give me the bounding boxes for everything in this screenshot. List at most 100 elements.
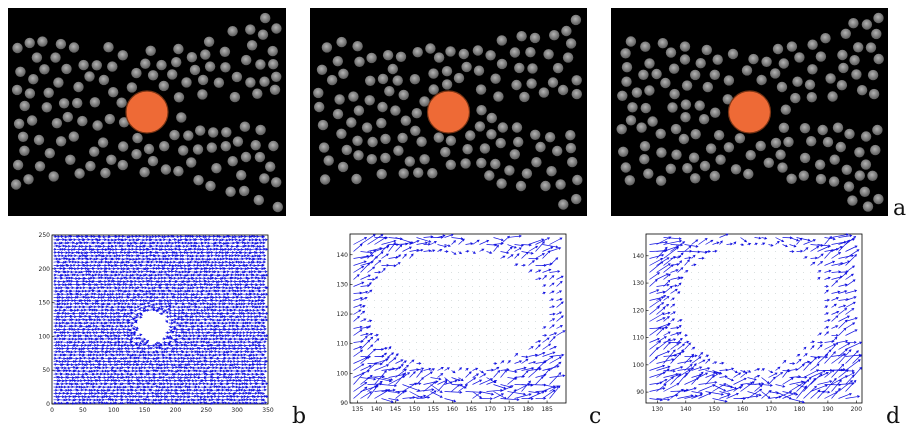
particle xyxy=(245,77,256,88)
particle xyxy=(428,84,439,95)
particle xyxy=(644,85,655,96)
particle xyxy=(390,105,401,116)
particle xyxy=(699,160,711,172)
particle xyxy=(861,19,873,30)
vector-plot-b: 0 50 100 150 200 250 300 350 0 50 100 150 200 250 xyxy=(20,230,280,416)
particle xyxy=(353,105,365,116)
particle xyxy=(513,136,524,148)
particle xyxy=(72,97,83,109)
particle xyxy=(694,100,705,111)
particle xyxy=(778,58,789,69)
particle xyxy=(158,80,169,92)
particle xyxy=(26,115,38,126)
particle xyxy=(870,144,881,156)
particle xyxy=(348,91,359,102)
particle xyxy=(519,91,530,103)
particle xyxy=(460,158,471,169)
particle xyxy=(843,181,855,192)
particle xyxy=(722,94,733,105)
particle xyxy=(827,91,838,102)
particle xyxy=(667,102,678,113)
particle xyxy=(669,88,680,100)
particle xyxy=(712,54,723,65)
particle xyxy=(398,168,409,179)
particle xyxy=(777,162,788,173)
particle xyxy=(538,87,550,98)
particle xyxy=(78,59,89,71)
particle xyxy=(807,64,818,75)
particle xyxy=(397,132,408,144)
particle xyxy=(511,122,523,133)
particle xyxy=(825,73,836,84)
particle xyxy=(332,108,344,120)
obstacle-disk xyxy=(125,90,169,134)
particle xyxy=(118,117,130,128)
particle xyxy=(490,158,501,170)
particle xyxy=(798,170,809,181)
y-tick-label: 120 xyxy=(337,311,349,318)
particle xyxy=(485,50,496,61)
particle xyxy=(741,65,753,76)
particle xyxy=(338,68,349,79)
particle xyxy=(268,140,279,152)
particle xyxy=(334,94,345,105)
x-tick-label: 300 xyxy=(231,407,243,414)
particle xyxy=(814,159,826,170)
snapshot-panel-2 xyxy=(310,8,587,216)
vector-field xyxy=(53,234,269,405)
particle xyxy=(98,74,110,86)
particle xyxy=(250,140,261,151)
particle xyxy=(527,63,538,74)
particle xyxy=(253,194,264,206)
particle xyxy=(365,75,376,87)
x-tick-label: 165 xyxy=(466,406,478,413)
particle xyxy=(354,56,365,67)
particle xyxy=(433,132,444,143)
y-tick-label: 120 xyxy=(633,307,645,314)
particle xyxy=(11,84,23,96)
particle xyxy=(252,88,263,99)
x-tick-label: 250 xyxy=(201,407,213,414)
particle xyxy=(236,170,247,181)
particle xyxy=(856,85,868,96)
particle xyxy=(486,129,497,140)
particle xyxy=(657,38,668,49)
particle xyxy=(313,87,324,99)
particle xyxy=(526,78,537,89)
particle xyxy=(410,125,421,136)
particle xyxy=(841,164,852,175)
particle xyxy=(269,84,281,96)
particle xyxy=(377,101,388,113)
particle xyxy=(189,64,201,76)
particle xyxy=(225,186,236,197)
particle xyxy=(854,170,865,181)
particle xyxy=(104,113,116,125)
particle xyxy=(171,57,182,68)
particle xyxy=(565,142,577,154)
particle xyxy=(571,75,582,86)
particle xyxy=(395,51,407,62)
particle xyxy=(690,129,701,140)
particle xyxy=(544,132,556,143)
y-tick-label: 90 xyxy=(636,389,644,396)
particle xyxy=(867,170,878,181)
particle xyxy=(17,131,29,142)
particle xyxy=(10,179,22,190)
particle xyxy=(873,12,884,24)
particle xyxy=(380,133,391,145)
particle xyxy=(116,97,127,108)
particle xyxy=(743,168,754,180)
particle xyxy=(393,145,404,156)
particle xyxy=(220,141,231,152)
particle xyxy=(804,79,816,90)
particle xyxy=(631,87,643,98)
particle xyxy=(41,102,52,113)
particle xyxy=(167,69,178,80)
particle xyxy=(255,124,266,136)
particle xyxy=(473,65,485,76)
vector-plot-d-svg: 130 140 150 160 170 180 190 200 90 100 110 120 130 14… xyxy=(633,233,863,413)
x-tick-label: 150 xyxy=(409,406,421,413)
y-tick-label: 200 xyxy=(39,266,51,273)
particle xyxy=(484,170,495,181)
particle xyxy=(257,29,269,40)
